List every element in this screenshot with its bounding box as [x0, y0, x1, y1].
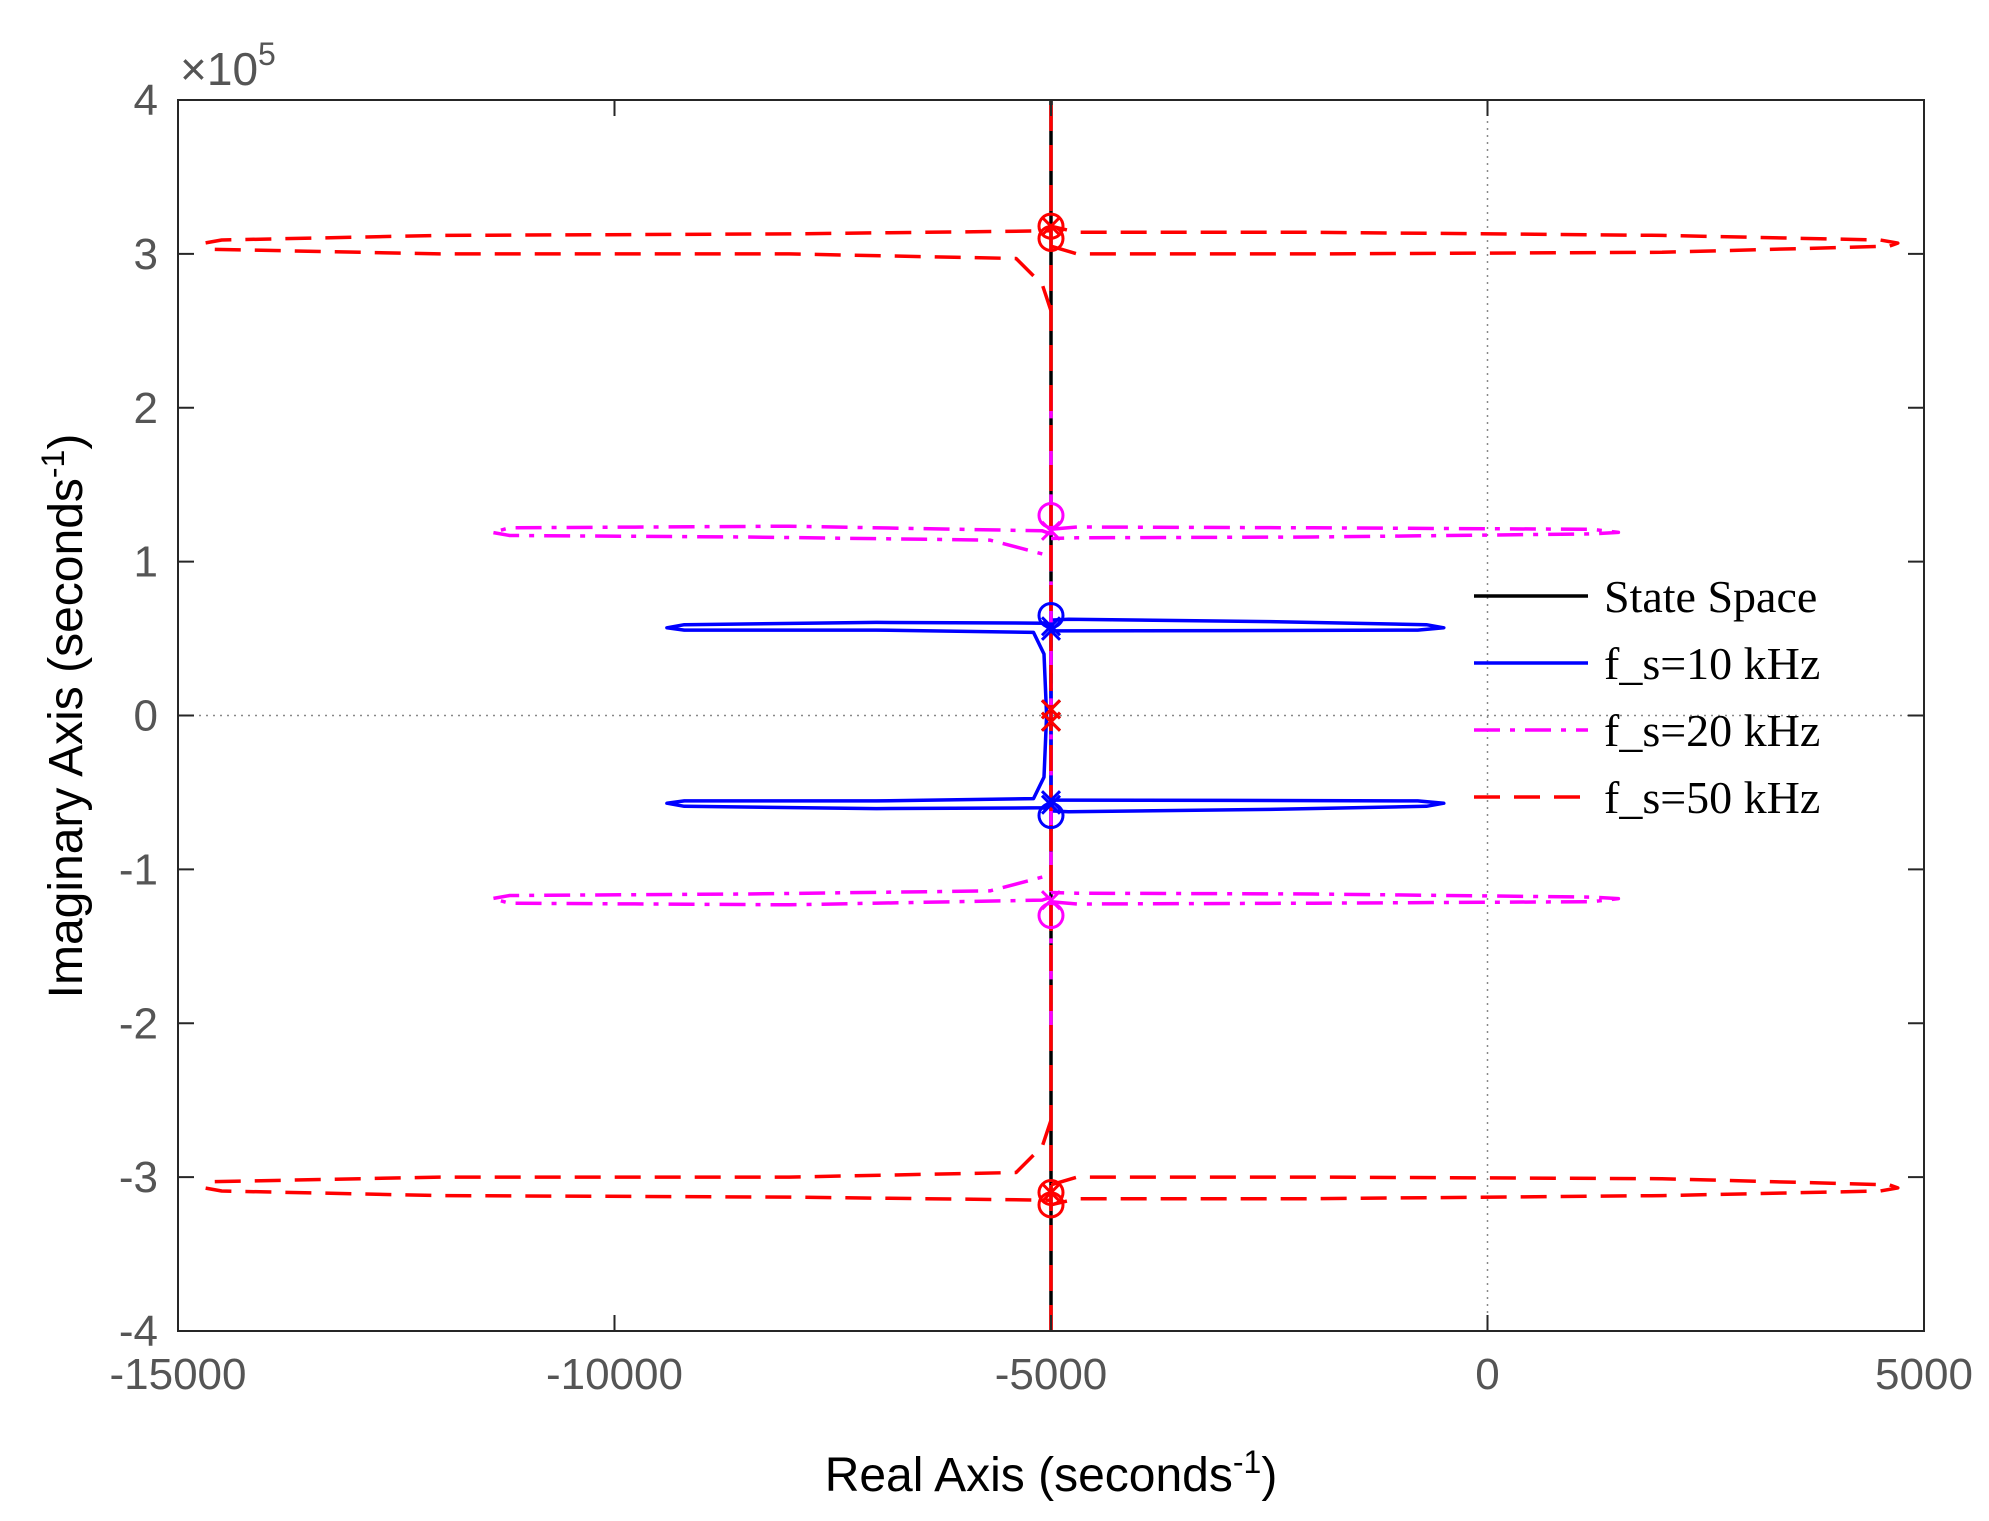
pole-zero-markers [1037, 212, 1065, 1219]
series-2-zero-marker-1 [1037, 902, 1065, 930]
series-1-pole-marker-0 [1040, 616, 1062, 637]
y-exponent-power: 5 [258, 36, 276, 72]
series-1-branch-3 [1050, 798, 1446, 814]
series-3-pole-marker-1 [1040, 711, 1062, 732]
legend: State Space f_s=10 kHz f_s=20 kHz f_s=50 kH… [1474, 571, 1820, 823]
x-tick-label: 5000 [1875, 1350, 1973, 1399]
y-tick-label: 4 [134, 76, 158, 125]
series-1-branch-1 [1050, 617, 1446, 633]
y-tick-label: 2 [134, 384, 158, 433]
series-2-branch-2 [490, 875, 1052, 907]
series-1-branch-2 [665, 715, 1053, 811]
series-3-zero-marker-1 [1037, 212, 1065, 240]
series-3-pole-marker-2 [1040, 216, 1062, 237]
series-3-branch-1 [1050, 224, 1900, 256]
series-2-pole-marker-0 [1040, 520, 1062, 541]
y-exponent-prefix: ×10 [180, 43, 258, 95]
legend-label-3: f_s=50 kHz [1604, 772, 1820, 823]
x-tick-label: 0 [1475, 1350, 1499, 1399]
x-axis-title: Real Axis (seconds-1) [825, 1444, 1278, 1502]
axis-ticks: -15000 -10000 -5000 0 5000 -4 -3 -2 -1 0 1 2 3 4 [109, 76, 1972, 1399]
series-3 [202, 100, 1900, 1331]
series-1-pole-marker-3 [1040, 790, 1062, 811]
y-tick-label: -1 [119, 845, 158, 894]
y-exponent-label: ×105 [180, 36, 276, 95]
legend-label-1: f_s=10 kHz [1604, 638, 1820, 689]
y-tick-label: -3 [119, 1153, 158, 1202]
series-3-branch-3 [1050, 1175, 1900, 1207]
series-3-branch-0 [202, 229, 1053, 312]
series-2-pole-marker-1 [1040, 890, 1062, 911]
series-3-branch-2 [202, 1119, 1053, 1202]
y-axis-title-sup: -1 [35, 450, 71, 478]
x-tick-label: -15000 [109, 1350, 246, 1399]
y-axis-title-close: ) [40, 434, 93, 450]
y-tick-label: -2 [119, 999, 158, 1048]
legend-label-0: State Space [1604, 571, 1817, 622]
y-axis-title-text: Imaginary Axis (seconds [40, 478, 93, 998]
x-axis-title-sup: -1 [1233, 1444, 1261, 1480]
y-axis-title: Imaginary Axis (seconds-1) [35, 434, 93, 999]
series-1-pole-marker-1 [1040, 620, 1062, 641]
legend-label-2: f_s=20 kHz [1604, 705, 1820, 756]
series-1-branch-0 [665, 620, 1053, 716]
x-tick-label: -5000 [995, 1350, 1108, 1399]
series-2-branch-0 [490, 524, 1052, 556]
series-3-pole-marker-3 [1040, 1182, 1062, 1203]
series-2-branch-3 [1050, 890, 1621, 906]
y-tick-label: 0 [134, 692, 158, 741]
y-tick-label: 3 [134, 230, 158, 279]
x-axis-title-text: Real Axis (seconds [825, 1449, 1233, 1502]
data-series [202, 100, 1900, 1331]
series-3-zero-marker-2 [1037, 1179, 1065, 1207]
y-tick-label: 1 [134, 538, 158, 587]
x-axis-title-close: ) [1261, 1449, 1277, 1502]
series-2-branch-1 [1050, 525, 1621, 541]
y-tick-label: -4 [119, 1307, 158, 1356]
x-tick-label: -10000 [546, 1350, 683, 1399]
series-1-pole-marker-2 [1040, 794, 1062, 815]
series-2-zero-marker-0 [1037, 501, 1065, 529]
